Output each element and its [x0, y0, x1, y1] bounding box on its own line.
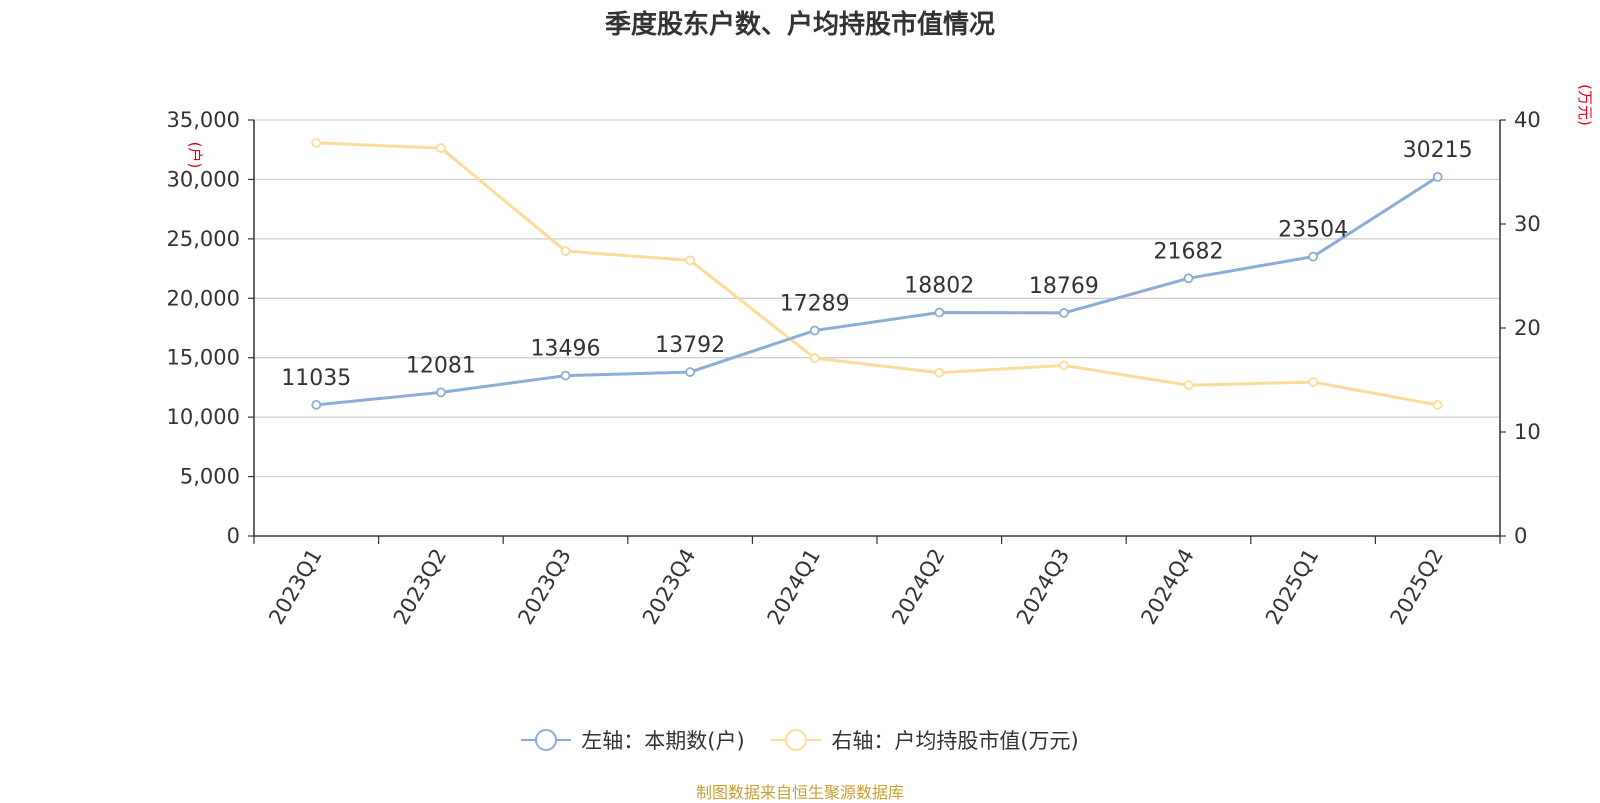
- avg-value-series-point: [934, 367, 945, 378]
- avg-value-series-line: [316, 141, 1438, 407]
- avg-value-series-point: [1432, 400, 1443, 410]
- households-data-label: 18802: [904, 274, 974, 299]
- legend-item-households[interactable]: 左轴：本期数(户): [521, 725, 745, 755]
- left-axis-tick-label: 5,000: [180, 465, 240, 489]
- x-axis-category-label: 2024Q3: [1012, 545, 1074, 629]
- x-axis-category-label: 2025Q1: [1261, 545, 1323, 629]
- x-axis-category-label: 2024Q1: [763, 545, 825, 629]
- legend-label-avg-value: 右轴：户均持股市值(万元): [831, 729, 1079, 753]
- households-series-point: [311, 399, 322, 410]
- households-data-label: 18769: [1029, 274, 1099, 299]
- x-axis-category-label: 2023Q4: [638, 545, 700, 629]
- right-axis-tick-label: 20: [1514, 316, 1541, 340]
- x-axis-category-label: 2024Q4: [1136, 545, 1198, 629]
- households-series-point: [1059, 308, 1069, 318]
- households-series-point: [1308, 251, 1318, 262]
- households-data-label: 13792: [655, 333, 725, 358]
- avg-value-series-point: [560, 246, 571, 256]
- left-axis-tick-label: 20,000: [167, 286, 240, 310]
- avg-value-series-point: [311, 137, 322, 148]
- left-axis-tick-label: 0: [227, 524, 240, 548]
- x-axis-category-label: 2024Q2: [887, 545, 949, 629]
- right-axis-tick-label: 30: [1514, 212, 1541, 236]
- x-axis-category-label: 2023Q2: [389, 545, 451, 629]
- avg-value-series-point: [685, 255, 695, 266]
- households-data-label: 12081: [406, 353, 476, 378]
- households-series-point: [1432, 171, 1443, 182]
- households-data-label: 11035: [281, 366, 351, 391]
- right-axis-tick-label: 10: [1514, 420, 1541, 444]
- avg-value-series-point: [1308, 377, 1318, 387]
- chart-title: 季度股东户数、户均持股市值情况: [604, 10, 995, 40]
- households-data-label: 30215: [1403, 138, 1473, 163]
- households-series-point: [560, 370, 571, 381]
- left-axis-tick-label: 30,000: [167, 167, 240, 191]
- left-axis-tick-label: 10,000: [167, 405, 240, 429]
- x-axis-category-label: 2023Q1: [264, 545, 326, 629]
- legend-marker-avg-value-icon: [771, 729, 822, 751]
- right-axis-tick-label: 40: [1514, 108, 1541, 132]
- households-series-point: [934, 307, 945, 318]
- households-series-point: [685, 367, 695, 377]
- left-axis-tick-label: 15,000: [167, 346, 240, 370]
- x-axis-category-label: 2023Q3: [513, 545, 575, 629]
- x-axis-category-label: 2025Q2: [1386, 545, 1448, 629]
- households-data-label: 23504: [1278, 218, 1348, 243]
- avg-value-series-point: [809, 353, 820, 364]
- avg-value-series-point: [1183, 380, 1194, 391]
- right-axis-tick-label: 0: [1514, 524, 1527, 548]
- avg-value-series-point: [435, 143, 446, 153]
- left-axis-tick-label: 35,000: [167, 108, 240, 132]
- right-axis-unit-label: (万元): [1576, 84, 1594, 126]
- avg-value-series-point: [1059, 360, 1069, 371]
- households-series-point: [435, 387, 446, 398]
- households-data-label: 21682: [1154, 239, 1224, 264]
- data-source-note: 制图数据来自恒生聚源数据库: [695, 783, 904, 802]
- left-axis-unit-label: (户): [186, 142, 204, 169]
- households-series-point: [809, 325, 820, 336]
- households-data-label: 17289: [780, 292, 850, 317]
- legend: 左轴：本期数(户) 右轴：户均持股市值(万元): [0, 725, 1600, 758]
- left-axis-tick-label: 25,000: [167, 227, 240, 251]
- legend-item-avg-value[interactable]: 右轴：户均持股市值(万元): [771, 725, 1079, 755]
- households-series-line: [316, 175, 1439, 407]
- legend-label-households: 左轴：本期数(户): [581, 729, 745, 753]
- households-data-label: 13496: [531, 337, 601, 362]
- legend-marker-households-icon: [521, 729, 572, 751]
- households-series-point: [1183, 273, 1194, 284]
